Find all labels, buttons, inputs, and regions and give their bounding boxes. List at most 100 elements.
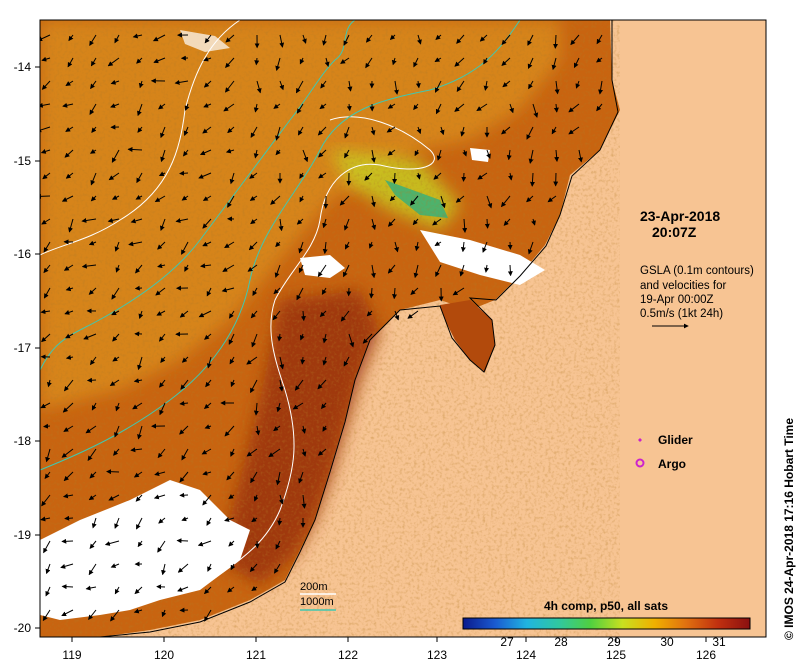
velocity-arrow xyxy=(176,538,189,544)
velocity-arrow xyxy=(387,103,396,109)
lat-tick-label: -20 xyxy=(14,621,32,635)
velocity-arrow xyxy=(88,494,97,501)
velocity-arrow xyxy=(65,286,74,292)
colorbar xyxy=(462,617,751,630)
velocity-arrow xyxy=(132,402,143,410)
velocity-arrow xyxy=(279,356,285,370)
velocity-arrow xyxy=(256,80,262,94)
velocity-arrow xyxy=(272,310,281,321)
velocity-arrow xyxy=(320,402,327,410)
velocity-arrow xyxy=(229,356,235,365)
velocity-arrow xyxy=(413,264,419,279)
velocity-arrow xyxy=(226,471,235,481)
glider-label: Glider xyxy=(658,433,693,447)
velocity-arrow xyxy=(62,102,74,108)
velocity-arrow xyxy=(279,80,285,91)
velocity-arrow xyxy=(462,149,468,157)
velocity-arrow xyxy=(197,540,212,547)
lat-tick-label: -14 xyxy=(14,60,32,74)
velocity-arrow xyxy=(255,425,261,436)
velocity-arrow xyxy=(301,425,307,434)
velocity-arrow xyxy=(368,241,374,249)
velocity-arrow xyxy=(273,103,281,109)
velocity-arrow xyxy=(229,172,235,185)
velocity-arrow xyxy=(528,80,534,90)
velocity-arrow xyxy=(229,310,235,319)
velocity-arrow xyxy=(529,172,535,187)
velocity-arrow xyxy=(250,471,258,484)
velocity-arrow xyxy=(417,34,422,45)
velocity-arrow xyxy=(135,264,143,274)
velocity-arrow xyxy=(302,149,309,163)
gsla-line-4: 0.5m/s (1kt 24h) xyxy=(640,308,723,320)
velocity-arrow xyxy=(301,494,307,509)
velocity-arrow xyxy=(224,425,235,437)
velocity-arrow xyxy=(484,264,490,273)
velocity-arrow xyxy=(225,57,235,69)
velocity-arrow xyxy=(317,448,327,456)
velocity-arrow xyxy=(387,149,396,156)
velocity-arrow xyxy=(40,149,51,154)
velocity-arrow xyxy=(347,80,353,92)
velocity-arrow xyxy=(204,609,212,622)
velocity-arrow xyxy=(459,264,465,277)
velocity-arrow xyxy=(319,103,327,110)
velocity-arrow xyxy=(227,195,235,208)
velocity-arrow xyxy=(136,57,143,64)
velocity-arrow xyxy=(573,57,580,69)
velocity-arrow xyxy=(432,218,442,226)
velocity-arrow xyxy=(268,448,281,458)
velocity-arrow xyxy=(296,218,304,225)
velocity-arrow xyxy=(90,356,97,366)
velocity-arrow xyxy=(370,264,376,279)
velocity-arrow xyxy=(250,379,258,394)
velocity-arrow xyxy=(456,34,465,44)
velocity-arrow xyxy=(89,103,97,116)
velocity-arrow xyxy=(394,310,400,321)
velocity-arrow xyxy=(452,287,465,296)
velocity-arrow xyxy=(439,126,445,136)
velocity-arrow xyxy=(177,563,189,573)
velocity-arrow xyxy=(175,218,189,224)
velocity-arrow xyxy=(344,241,350,250)
velocity-arrow xyxy=(115,402,121,412)
colorbar-tick-label: 30 xyxy=(660,635,674,649)
velocity-arrow xyxy=(277,517,283,526)
velocity-arrow xyxy=(114,517,120,529)
velocity-arrow xyxy=(204,333,212,340)
velocity-arrow xyxy=(387,264,396,274)
velocity-arrow xyxy=(502,80,511,88)
velocity-arrow xyxy=(318,149,327,158)
velocity-arrow xyxy=(179,310,189,318)
velocity-arrow xyxy=(137,425,143,440)
velocity-arrow xyxy=(460,241,466,253)
velocity-arrow xyxy=(273,425,281,432)
velocity-arrow xyxy=(161,609,167,618)
velocity-arrow xyxy=(251,517,258,523)
velocity-arrow xyxy=(87,448,97,461)
velocity-arrow xyxy=(527,241,534,255)
velocity-arrow xyxy=(346,103,352,112)
velocity-arrow xyxy=(110,563,120,568)
velocity-arrow xyxy=(63,471,74,482)
velocity-arrow xyxy=(299,57,305,65)
velocity-arrow xyxy=(45,563,51,575)
lat-axis: -14 -15 -16 -17 -18 -19 -20 xyxy=(14,60,40,635)
velocity-arrow xyxy=(343,218,350,231)
velocity-arrow xyxy=(501,34,511,46)
velocity-arrow xyxy=(60,563,74,569)
velocity-arrow xyxy=(322,218,328,229)
velocity-arrow xyxy=(343,264,350,278)
velocity-arrow xyxy=(184,103,190,111)
velocity-arrow xyxy=(91,126,97,133)
velocity-arrow xyxy=(343,356,350,367)
velocity-arrow xyxy=(40,309,51,315)
velocity-arrow xyxy=(157,241,166,250)
velocity-arrow xyxy=(42,172,51,180)
velocity-arrow xyxy=(343,34,350,46)
velocity-arrow xyxy=(570,34,580,46)
lat-tick-label: -19 xyxy=(14,528,32,542)
velocity-arrow xyxy=(183,126,189,136)
velocity-arrow xyxy=(198,172,212,179)
velocity-arrow xyxy=(155,287,166,296)
